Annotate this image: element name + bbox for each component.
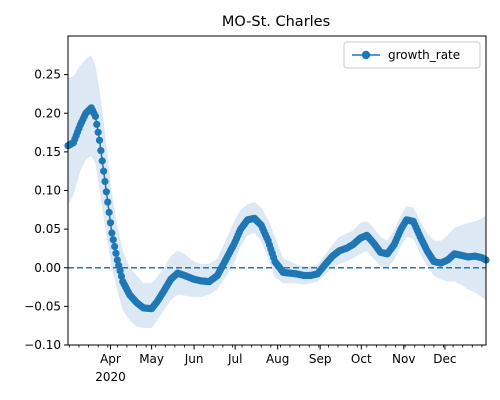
data-point [108, 229, 116, 237]
data-point [91, 112, 100, 120]
legend-label: growth_rate [388, 48, 460, 62]
data-point [106, 219, 115, 227]
data-point [100, 167, 108, 175]
data-point [117, 272, 126, 280]
y-tick-label: −0.05 [24, 299, 61, 313]
y-tick-label: 0.15 [34, 145, 61, 159]
data-point [101, 177, 109, 186]
data-point [116, 267, 124, 275]
data-point [95, 136, 104, 144]
y-tick-label: 0.05 [34, 222, 61, 236]
data-point [93, 120, 101, 128]
x-tick-label: Oct [351, 352, 372, 366]
y-tick-label: −0.10 [24, 338, 61, 352]
data-point [113, 256, 121, 264]
data-point [109, 236, 117, 244]
confidence-band [68, 55, 486, 329]
x-tick-label: Aug [266, 352, 289, 366]
x-year-label: 2020 [95, 370, 126, 384]
data-point [115, 261, 123, 270]
x-tick-label: Jul [227, 352, 242, 366]
y-tick-label: 0.00 [34, 261, 61, 275]
x-axis: Apr May Jun Jul Aug Sep Oct Nov Dec 2020 [68, 345, 483, 384]
data-point [112, 249, 120, 257]
y-tick-label: 0.20 [34, 106, 61, 120]
data-point [97, 146, 105, 155]
band-area [68, 55, 486, 329]
x-tick-label: May [139, 352, 164, 366]
x-tick-label: Sep [309, 352, 332, 366]
data-point [105, 208, 113, 216]
legend: growth_rate [343, 41, 481, 69]
growth-rate-series [64, 104, 490, 313]
x-tick-label: Apr [100, 352, 121, 366]
x-tick-label: Dec [433, 352, 456, 366]
data-point [104, 198, 112, 206]
data-point [98, 157, 106, 165]
legend-box [343, 41, 481, 69]
y-tick-label: 0.25 [34, 68, 61, 82]
data-point [111, 242, 119, 251]
chart-title: MO-St. Charles [222, 14, 330, 30]
x-tick-label: Jun [184, 352, 204, 366]
data-point [102, 188, 110, 196]
y-tick-label: 0.10 [34, 184, 61, 198]
y-axis: −0.10 −0.05 0.00 0.05 0.10 0.15 0.20 0.25 [24, 68, 68, 352]
data-point [94, 128, 102, 136]
legend-marker-icon [361, 50, 371, 60]
x-tick-label: Nov [392, 352, 415, 366]
